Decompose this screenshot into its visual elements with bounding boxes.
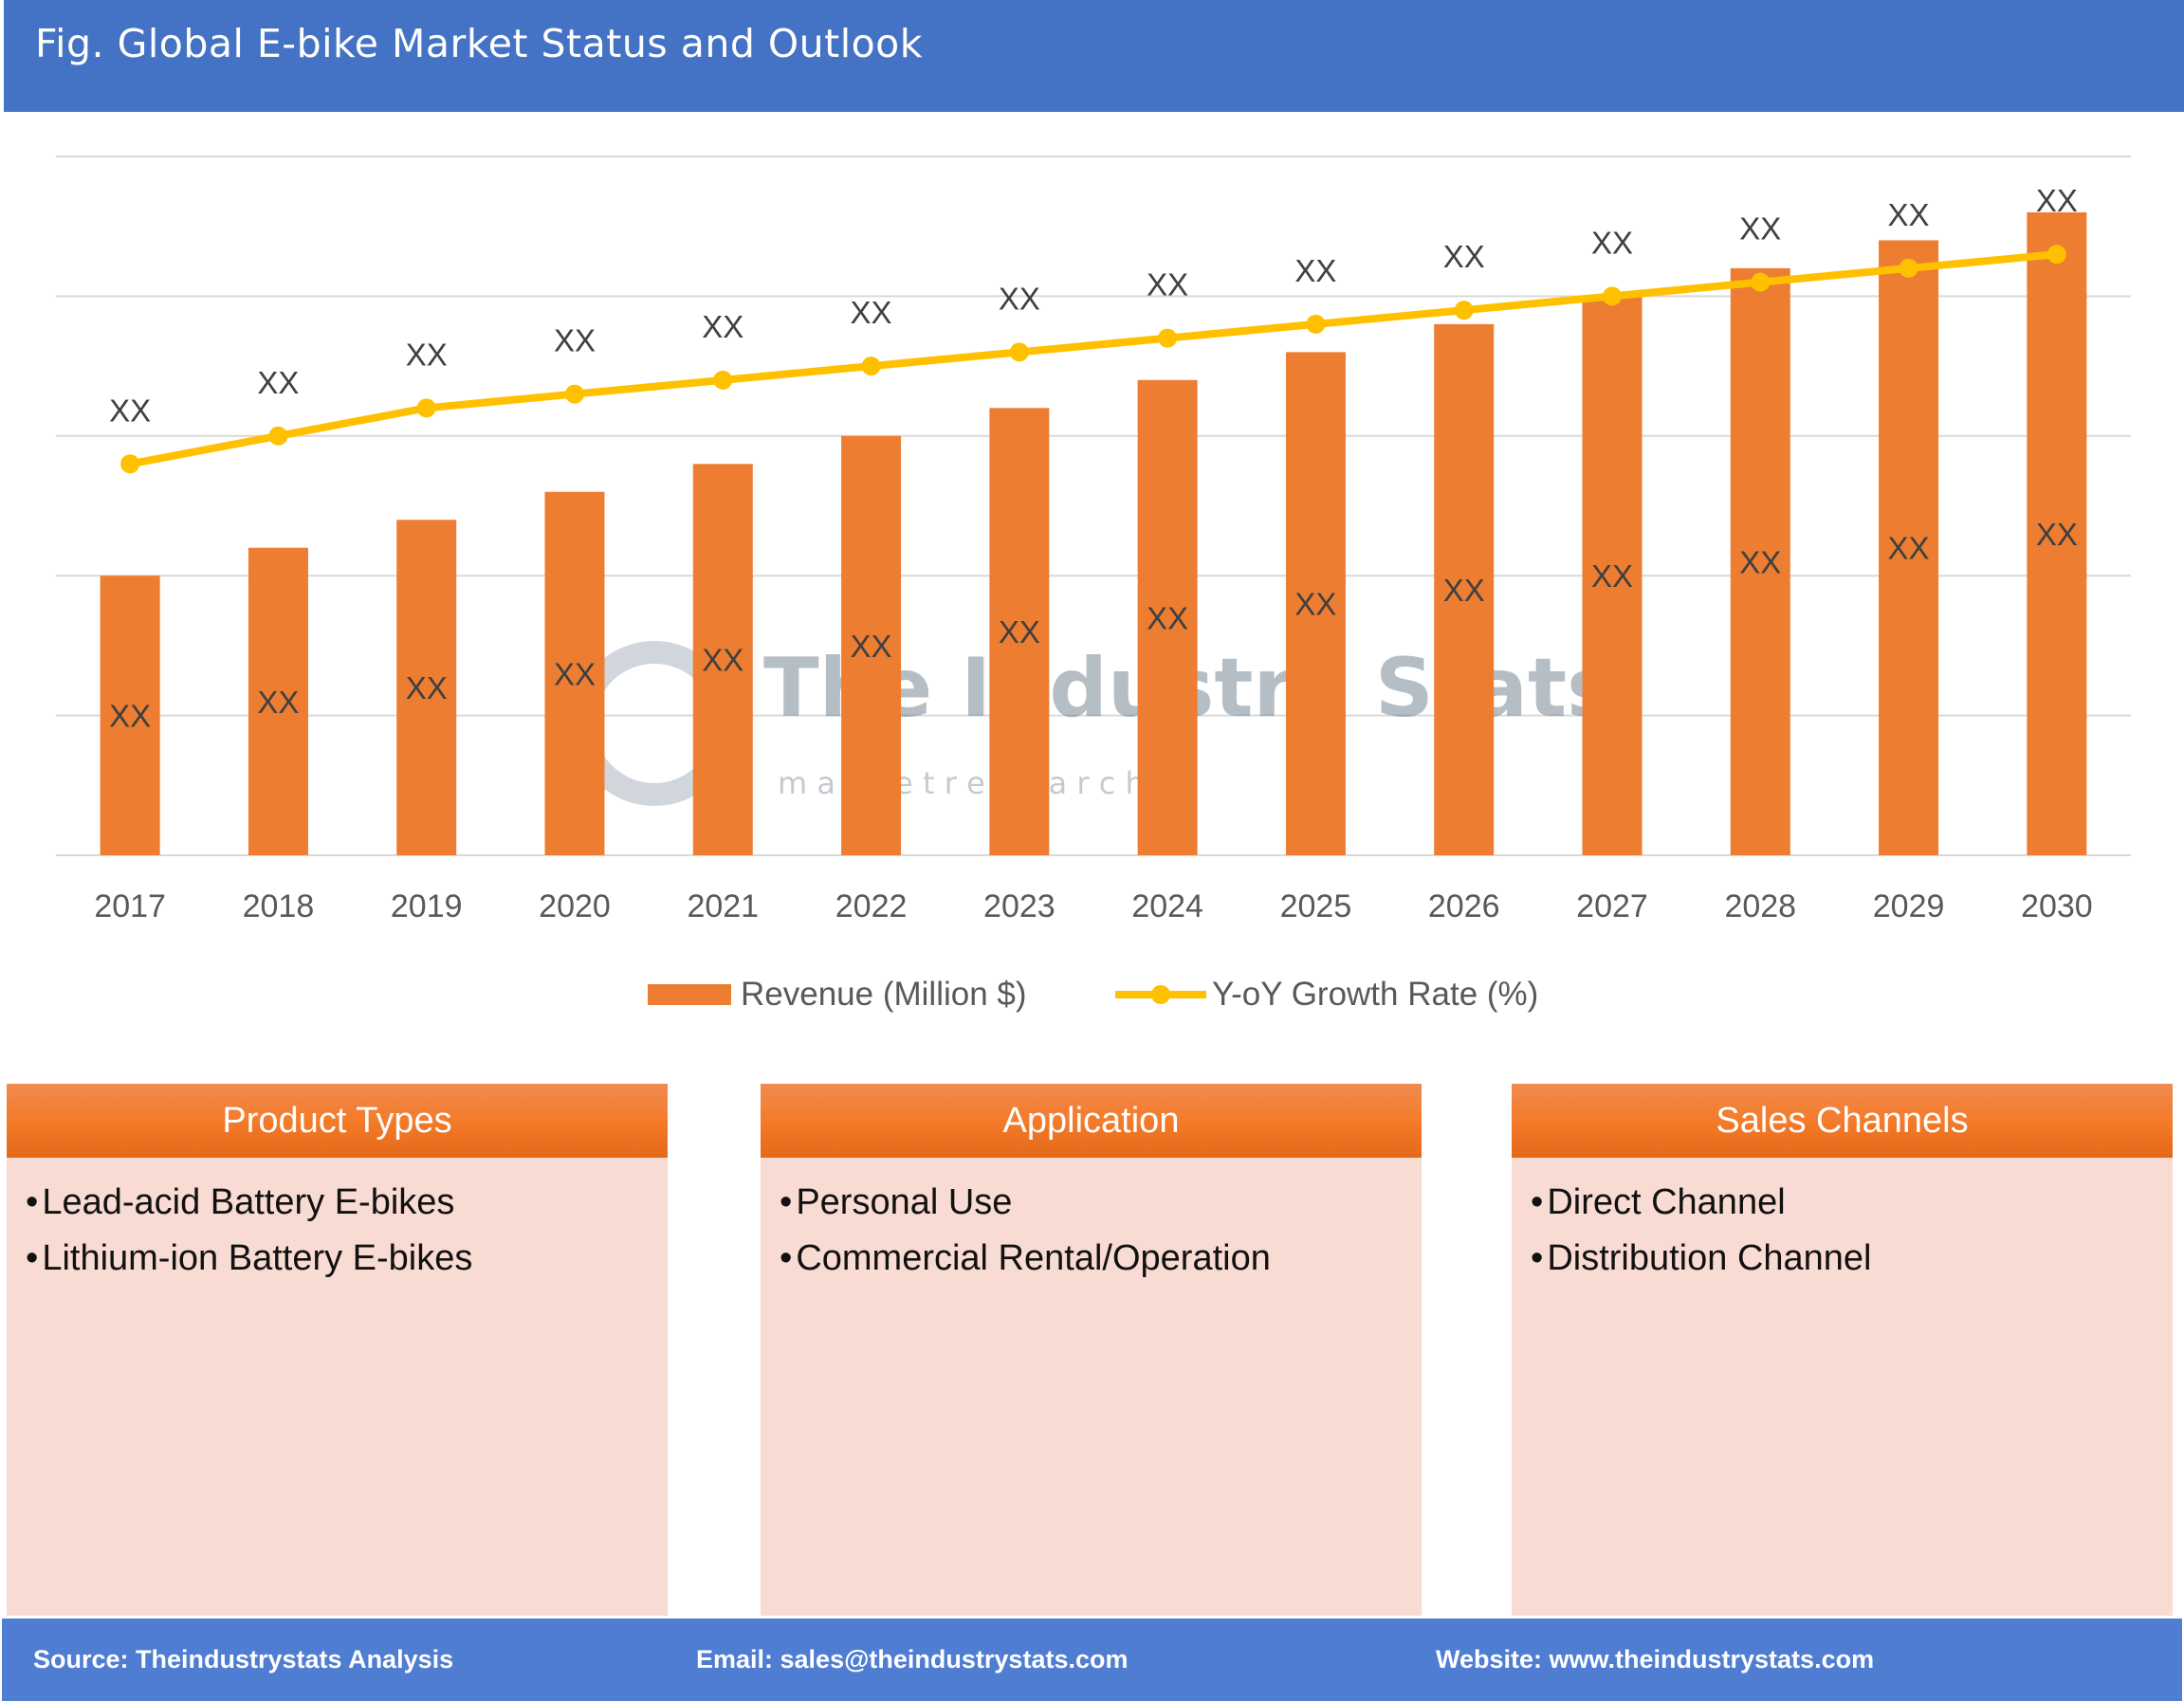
x-tick-label: 2028 — [1724, 888, 1796, 924]
list-item: Direct Channel — [1531, 1175, 2173, 1231]
line-data-label: XX — [851, 295, 892, 330]
growth-point-2022 — [861, 357, 881, 376]
bar-2030 — [2027, 211, 2087, 856]
legend-label-growth: Y-oY Growth Rate (%) — [1212, 976, 1538, 1013]
legend-marker-growth — [1151, 985, 1170, 1004]
line-data-label: XX — [1147, 267, 1188, 302]
bar-2025 — [1285, 352, 1346, 855]
x-tick-label: 2020 — [539, 888, 611, 924]
list-item: Lithium-ion Battery E-bikes — [26, 1231, 668, 1287]
bar-data-label: XX — [702, 643, 743, 678]
line-data-label: XX — [109, 393, 151, 428]
panel-application: Application Personal UseCommercial Renta… — [761, 1084, 1422, 1616]
list-item: Commercial Rental/Operation — [780, 1231, 1422, 1287]
line-data-label: XX — [1888, 197, 1930, 232]
growth-point-2021 — [713, 370, 733, 390]
line-data-label: XX — [2036, 183, 2078, 218]
panel-title: Sales Channels — [1512, 1084, 2173, 1158]
panel-product-types: Product Types Lead-acid Battery E-bikesL… — [7, 1084, 668, 1616]
line-data-label: XX — [1739, 211, 1781, 247]
footer-source: Source: Theindustrystats Analysis — [33, 1645, 454, 1674]
growth-point-2029 — [1899, 258, 1918, 278]
bar-2022 — [841, 435, 902, 855]
line-data-label: XX — [257, 365, 299, 400]
panel-title: Product Types — [7, 1084, 668, 1158]
growth-point-2020 — [565, 384, 584, 404]
growth-point-2019 — [416, 398, 436, 418]
page-title: Fig. Global E-bike Market Status and Out… — [35, 21, 924, 66]
legend-swatch-revenue — [648, 984, 731, 1005]
growth-point-2026 — [1454, 301, 1474, 320]
panel-title: Application — [761, 1084, 1422, 1158]
bar-2024 — [1137, 379, 1198, 855]
bar-data-label: XX — [999, 614, 1040, 649]
line-data-label: XX — [702, 309, 743, 344]
growth-point-2025 — [1306, 314, 1326, 334]
footer: Source: Theindustrystats Analysis Email:… — [2, 1619, 2182, 1701]
bar-2017 — [100, 576, 160, 855]
bar-2023 — [989, 408, 1050, 855]
bar-data-label: XX — [406, 670, 448, 705]
x-tick-label: 2029 — [1873, 888, 1945, 924]
growth-point-2030 — [2046, 245, 2066, 265]
header-bar: Fig. Global E-bike Market Status and Out… — [4, 0, 2184, 112]
bar-data-label: XX — [2036, 517, 2078, 552]
bar-data-label: XX — [1147, 600, 1188, 635]
x-tick-label: 2025 — [1280, 888, 1352, 924]
growth-point-2018 — [268, 426, 288, 446]
x-tick-label: 2022 — [835, 888, 908, 924]
bar-data-label: XX — [109, 699, 151, 734]
x-tick-label: 2019 — [391, 888, 463, 924]
x-tick-label: 2026 — [1428, 888, 1500, 924]
growth-line — [129, 250, 2058, 468]
x-tick-label: 2017 — [94, 888, 166, 924]
bar-2019 — [396, 520, 457, 855]
x-tick-label: 2027 — [1576, 888, 1648, 924]
list-item: Lead-acid Battery E-bikes — [26, 1175, 668, 1231]
growth-point-2024 — [1158, 328, 1178, 348]
bar-data-label: XX — [257, 685, 299, 720]
bar-data-label: XX — [851, 629, 892, 664]
line-data-label: XX — [999, 281, 1040, 316]
x-tick-label: 2023 — [983, 888, 1055, 924]
growth-point-2017 — [120, 454, 140, 474]
x-tick-label: 2030 — [2021, 888, 2093, 924]
bar-data-label: XX — [554, 656, 596, 691]
growth-point-2027 — [1603, 286, 1622, 306]
footer-website[interactable]: Website: www.theindustrystats.com — [1436, 1645, 1875, 1674]
line-data-label: XX — [406, 337, 448, 372]
x-tick-label: 2024 — [1131, 888, 1203, 924]
footer-email[interactable]: Email: sales@theindustrystats.com — [696, 1645, 1129, 1674]
bar-data-label: XX — [1294, 587, 1336, 622]
bar-2029 — [1879, 240, 1939, 855]
x-tick-label: 2021 — [687, 888, 759, 924]
legend-label-revenue: Revenue (Million $) — [741, 976, 1027, 1013]
bar-data-label: XX — [1739, 544, 1781, 579]
bar-data-label: XX — [1591, 558, 1633, 594]
panel-sales-channels: Sales Channels Direct ChannelDistributio… — [1512, 1084, 2173, 1616]
line-data-label: XX — [554, 323, 596, 358]
bar-2026 — [1434, 323, 1495, 855]
line-data-label: XX — [1591, 225, 1633, 260]
x-tick-label: 2018 — [243, 888, 315, 924]
growth-point-2023 — [1009, 342, 1029, 362]
list-item: Personal Use — [780, 1175, 1422, 1231]
bar-2020 — [544, 491, 605, 855]
bar-2027 — [1582, 296, 1643, 855]
bar-2018 — [248, 547, 308, 855]
watermark-tagline: m a r k e t r e s e a r c h — [778, 765, 1145, 801]
line-data-label: XX — [1294, 253, 1336, 288]
bar-data-label: XX — [1888, 531, 1930, 566]
growth-point-2028 — [1751, 272, 1771, 292]
line-data-label: XX — [1443, 239, 1485, 274]
bar-2021 — [692, 464, 753, 855]
bar-data-label: XX — [1443, 573, 1485, 608]
list-item: Distribution Channel — [1531, 1231, 2173, 1287]
bar-2028 — [1730, 267, 1790, 855]
